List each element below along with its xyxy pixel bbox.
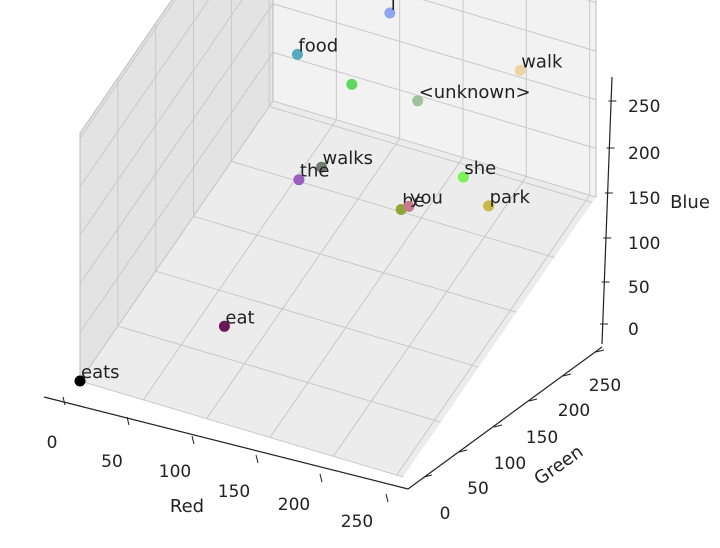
- z-tick-label: 150: [628, 189, 660, 209]
- y-tick-label: 250: [589, 376, 621, 396]
- z-tick-label: 0: [628, 320, 639, 340]
- x-tick: [320, 474, 322, 482]
- y-tick-label: 0: [440, 504, 451, 524]
- x-tick-label: 100: [159, 462, 191, 482]
- x-tick: [192, 436, 194, 444]
- z-tick-label: 200: [628, 144, 660, 164]
- x-tick-label: 50: [101, 452, 123, 472]
- x-tick-label: 200: [278, 495, 310, 515]
- point-label-the: the: [300, 161, 330, 182]
- point-label-eat: eat: [225, 307, 254, 328]
- y-tick-label: 200: [558, 401, 590, 421]
- z-axis-line: [602, 77, 612, 344]
- point-label-i: i: [391, 0, 396, 15]
- z-tick-label: 100: [628, 234, 660, 254]
- point-label-park: park: [490, 187, 531, 208]
- y-tick-label: 150: [526, 428, 558, 448]
- x-tick: [256, 455, 258, 463]
- z-axis-label: Blue: [670, 192, 710, 213]
- point-label-walk: walk: [521, 51, 563, 72]
- y-axis-label: Green: [530, 441, 587, 489]
- point-label-you: you: [410, 187, 443, 208]
- y-tick-label: 50: [467, 479, 489, 499]
- x-tick-label: 0: [47, 433, 58, 453]
- point-label-eats: eats: [81, 362, 120, 383]
- point-label-unknown: <unknown>: [419, 82, 531, 103]
- point-label-she: she: [464, 158, 496, 179]
- x-tick-label: 150: [218, 482, 250, 502]
- y-tick-label: 100: [494, 454, 526, 474]
- x-axis-label: Red: [170, 496, 204, 517]
- point-label-food: food: [298, 35, 338, 56]
- x-tick: [386, 494, 388, 502]
- z-tick-label: 250: [628, 97, 660, 117]
- point-label-walks: walks: [323, 148, 374, 169]
- x-tick-label: 250: [341, 512, 373, 532]
- x-tick: [63, 397, 65, 405]
- point-unlabeled: [346, 79, 357, 90]
- z-tick-label: 50: [628, 278, 650, 298]
